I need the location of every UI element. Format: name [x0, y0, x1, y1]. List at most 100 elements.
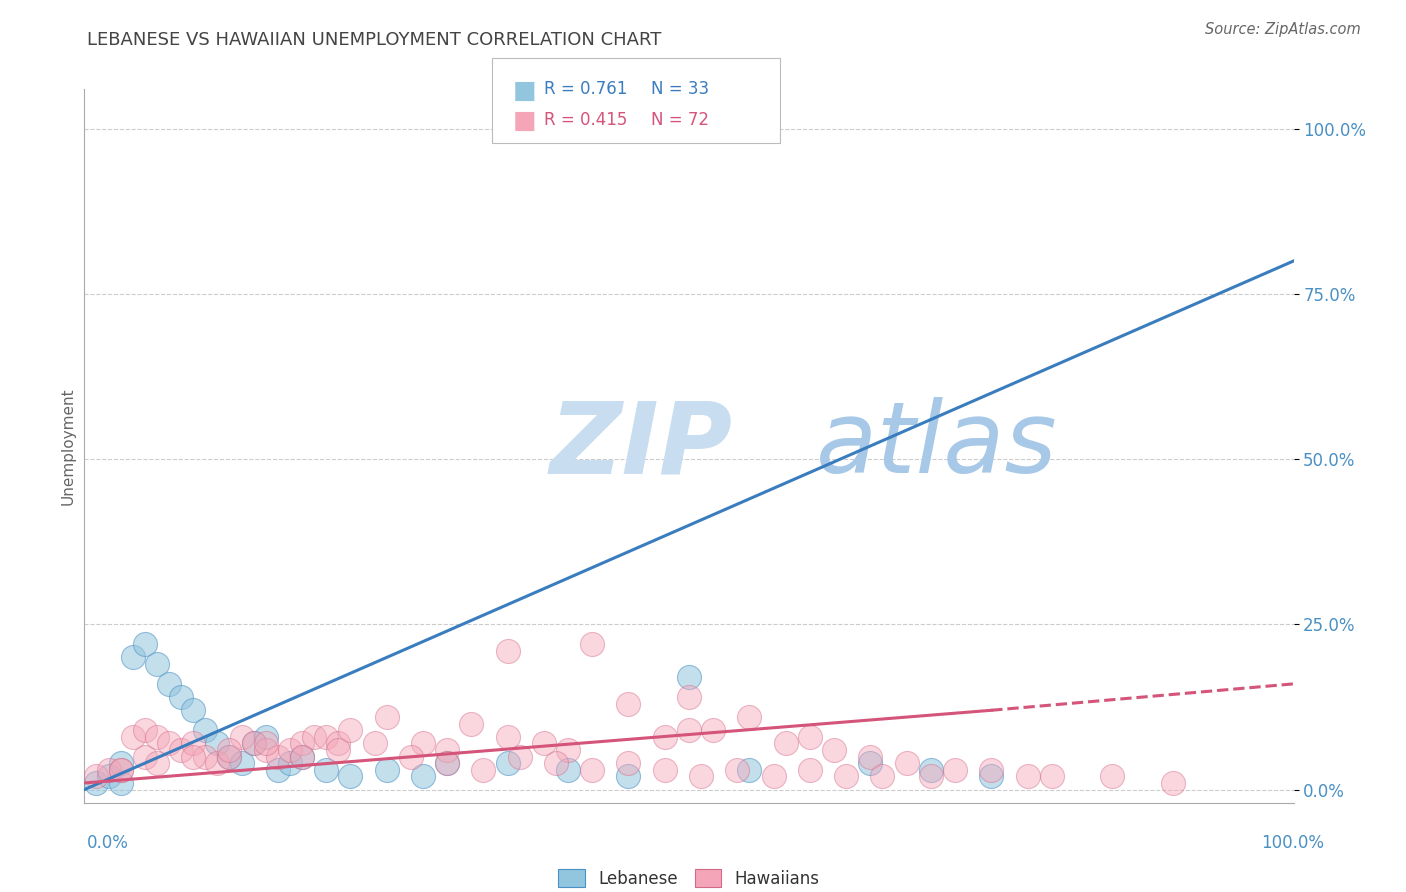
Point [654, 730, 676, 744]
Point [823, 743, 845, 757]
Point [218, 749, 240, 764]
Text: Source: ZipAtlas.com: Source: ZipAtlas.com [1205, 22, 1361, 37]
Point [496, 644, 519, 658]
Point [363, 736, 385, 750]
Point [97, 763, 120, 777]
Point [1017, 769, 1039, 783]
Point [110, 756, 132, 771]
Point [702, 723, 724, 738]
Point [328, 736, 350, 750]
Text: N = 72: N = 72 [651, 111, 709, 128]
Point [920, 769, 942, 783]
Point [678, 690, 700, 704]
Point [496, 756, 519, 771]
Point [835, 769, 858, 783]
Point [436, 756, 458, 771]
Point [291, 736, 314, 750]
Point [678, 670, 700, 684]
Text: LEBANESE VS HAWAIIAN UNEMPLOYMENT CORRELATION CHART: LEBANESE VS HAWAIIAN UNEMPLOYMENT CORREL… [87, 31, 662, 49]
Point [980, 763, 1002, 777]
Point [399, 749, 422, 764]
Point [690, 769, 713, 783]
Point [181, 749, 204, 764]
Point [799, 763, 821, 777]
Point [738, 710, 761, 724]
Text: ■: ■ [513, 78, 537, 103]
Point [267, 763, 290, 777]
Point [920, 763, 942, 777]
Point [254, 730, 277, 744]
Text: R = 0.761: R = 0.761 [544, 80, 627, 98]
Point [181, 703, 204, 717]
Point [146, 657, 169, 671]
Point [170, 690, 193, 704]
Point [872, 769, 894, 783]
Point [134, 749, 156, 764]
Point [436, 756, 458, 771]
Point [110, 763, 132, 777]
Point [267, 749, 290, 764]
Point [943, 763, 966, 777]
Point [86, 776, 108, 790]
Point [302, 730, 325, 744]
Point [328, 743, 350, 757]
Point [617, 697, 640, 711]
Point [775, 736, 797, 750]
Point [134, 723, 156, 738]
Point [557, 763, 579, 777]
Point [859, 749, 882, 764]
Point [617, 769, 640, 783]
Point [581, 637, 603, 651]
Point [678, 121, 700, 136]
Point [412, 769, 434, 783]
Point [86, 769, 108, 783]
Point [799, 730, 821, 744]
Point [231, 730, 253, 744]
Point [436, 743, 458, 757]
Point [194, 749, 217, 764]
Point [218, 749, 240, 764]
Point [557, 743, 579, 757]
Point [678, 723, 700, 738]
Point [472, 763, 495, 777]
Text: ■: ■ [513, 109, 537, 133]
Point [617, 756, 640, 771]
Point [412, 736, 434, 750]
Point [121, 650, 143, 665]
Point [146, 756, 169, 771]
Point [157, 677, 180, 691]
Point [725, 763, 748, 777]
Text: 100.0%: 100.0% [1261, 834, 1324, 852]
Point [231, 756, 253, 771]
Point [278, 756, 301, 771]
Point [533, 736, 555, 750]
Point [254, 743, 277, 757]
Point [654, 763, 676, 777]
Point [218, 743, 240, 757]
Point [896, 756, 918, 771]
Point [110, 776, 132, 790]
Point [460, 716, 482, 731]
Point [315, 763, 337, 777]
Point [278, 743, 301, 757]
Point [134, 637, 156, 651]
Point [207, 736, 229, 750]
Point [339, 769, 361, 783]
Point [181, 736, 204, 750]
Text: N = 33: N = 33 [651, 80, 709, 98]
Point [980, 769, 1002, 783]
Text: R = 0.415: R = 0.415 [544, 111, 627, 128]
Point [315, 730, 337, 744]
Point [194, 723, 217, 738]
Point [291, 749, 314, 764]
Point [859, 756, 882, 771]
Point [97, 769, 120, 783]
Point [375, 710, 398, 724]
Point [170, 743, 193, 757]
Point [207, 756, 229, 771]
Point [762, 769, 785, 783]
Point [242, 736, 264, 750]
Point [339, 723, 361, 738]
Point [544, 756, 567, 771]
Point [242, 736, 264, 750]
